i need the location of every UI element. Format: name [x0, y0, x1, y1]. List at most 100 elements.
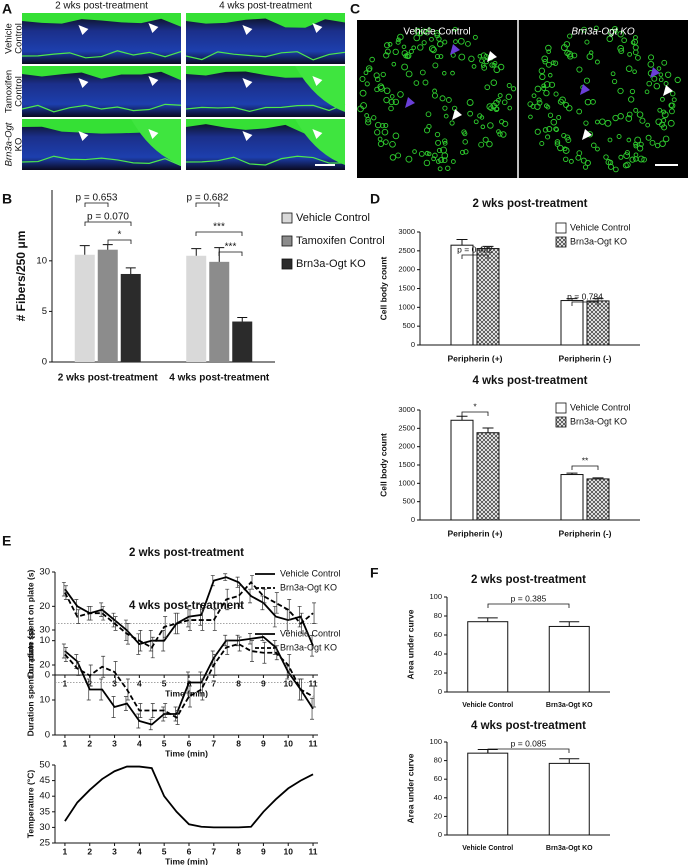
cell-body	[421, 40, 427, 46]
cell-body	[566, 104, 573, 112]
x-tick-label: 2	[87, 738, 92, 748]
cell-body	[563, 156, 569, 163]
bar	[450, 244, 474, 346]
cell-body	[395, 152, 402, 159]
error-bar	[262, 588, 267, 604]
cell-body	[628, 96, 635, 103]
cell-body	[633, 143, 639, 149]
vessel	[185, 51, 346, 61]
cell-body	[550, 118, 558, 126]
cell-body	[443, 113, 449, 119]
arrowhead	[312, 129, 323, 139]
cell-body	[417, 44, 424, 51]
cell-body	[562, 147, 570, 154]
x-tick-label: Vehicle Control	[462, 845, 513, 852]
line	[64, 576, 314, 647]
y-tick-label: 30	[39, 822, 50, 833]
bar	[450, 419, 474, 521]
x-tick-label: Brn3a-Ogt KO	[546, 702, 593, 709]
panel-letter: E	[2, 533, 11, 549]
cell-body	[527, 101, 534, 107]
legend-swatch	[555, 402, 567, 414]
y-tick-label: 40	[39, 791, 50, 802]
cell-body	[538, 67, 546, 75]
cell-body	[630, 40, 636, 45]
cell-body	[657, 107, 663, 113]
annotation: **	[582, 455, 589, 465]
annotation: *	[118, 230, 122, 241]
arrowhead	[148, 129, 159, 139]
cell-body	[586, 53, 594, 61]
error-bar	[79, 245, 90, 255]
y-tick-label: 1500	[398, 460, 415, 469]
cell-body	[405, 155, 413, 163]
error-bar	[200, 678, 205, 701]
cell-body	[423, 127, 431, 134]
cell-body	[413, 80, 420, 86]
cell-body	[568, 158, 574, 164]
cell-body	[649, 139, 656, 146]
error-bar	[456, 239, 468, 246]
cell-body	[541, 86, 547, 91]
cell-body	[497, 93, 503, 98]
legend-label: Brn3a-Ogt KO	[280, 642, 337, 652]
nerve-fiber-layer	[22, 13, 181, 27]
cell-body	[374, 129, 381, 136]
cell-body	[531, 93, 537, 99]
arrowhead	[242, 25, 253, 35]
cell-body	[661, 111, 669, 119]
cell-body	[559, 96, 566, 104]
cell-body	[564, 134, 571, 141]
row-label: Brn3a-Ogt	[4, 122, 15, 166]
cell-body	[626, 111, 633, 118]
y-tick-label: 2000	[398, 265, 415, 274]
line	[64, 580, 314, 649]
significance-bracket	[107, 239, 132, 244]
error-bar	[102, 244, 113, 250]
cell-body	[401, 44, 407, 50]
cell-body	[567, 33, 573, 39]
error-bar	[274, 592, 279, 614]
x-tick-label: 7	[211, 846, 216, 856]
y-tick-label: 1500	[398, 283, 415, 292]
cell-body	[417, 30, 423, 37]
error-bar	[559, 758, 580, 764]
cell-body	[487, 122, 494, 129]
chart-title: 2 wks post-treatment	[129, 547, 244, 559]
cell-body	[633, 141, 639, 147]
annotation: ***	[225, 242, 237, 253]
cell-body	[401, 50, 408, 57]
x-tick-label: 7	[211, 678, 216, 688]
cell-body	[611, 26, 618, 33]
y-tick-label: 3000	[398, 405, 415, 414]
y-axis-label: Cell body count	[378, 256, 388, 320]
cell-body	[669, 108, 675, 115]
bar	[548, 625, 590, 693]
panel-letter: F	[370, 565, 379, 581]
vessel	[185, 103, 346, 113]
cell-body	[554, 139, 561, 145]
significance-bracket	[461, 411, 489, 416]
cell-body	[636, 145, 644, 152]
cell-body	[660, 96, 665, 102]
cell-body	[360, 102, 367, 109]
cell-body	[486, 103, 494, 110]
y-tick-label: 45	[39, 775, 50, 786]
legend-label: Vehicle Control	[296, 212, 370, 224]
cell-body	[419, 69, 426, 76]
chart-title: 2 wks post-treatment	[471, 574, 586, 586]
x-tick-label: 11	[309, 738, 318, 748]
cell-body	[421, 28, 427, 34]
cell-body	[591, 142, 597, 149]
x-tick-label: 6	[187, 846, 192, 856]
cell-body	[471, 64, 477, 69]
error-bar	[559, 621, 580, 627]
cell-body	[371, 115, 377, 121]
legend-swatch	[281, 235, 293, 247]
error-bar	[312, 602, 317, 624]
cell-body	[365, 119, 372, 126]
x-tick-label: 4	[137, 678, 142, 688]
cell-body	[423, 159, 431, 167]
cell-body	[661, 117, 667, 123]
error-bar	[61, 643, 66, 659]
